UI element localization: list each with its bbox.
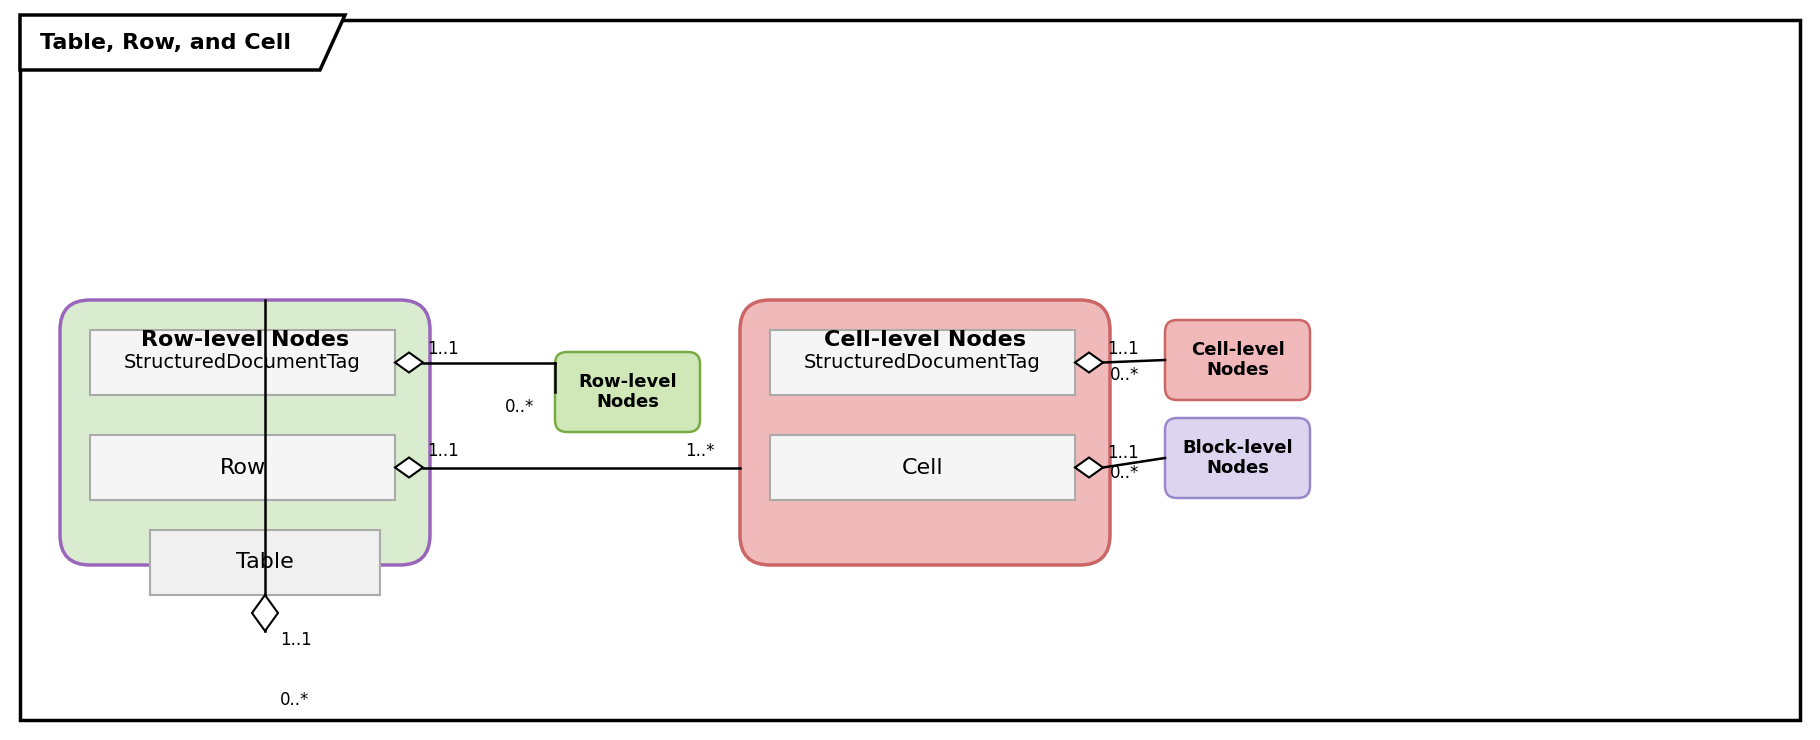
FancyBboxPatch shape <box>60 300 430 565</box>
Text: Cell-level
Nodes: Cell-level Nodes <box>1190 340 1285 380</box>
FancyBboxPatch shape <box>555 352 701 432</box>
FancyBboxPatch shape <box>770 435 1076 500</box>
Polygon shape <box>20 15 346 70</box>
Text: Row: Row <box>220 457 266 477</box>
Text: 0..*: 0..* <box>1110 464 1139 482</box>
Text: Cell: Cell <box>901 457 943 477</box>
FancyBboxPatch shape <box>1165 320 1310 400</box>
Text: StructuredDocumentTag: StructuredDocumentTag <box>124 353 360 372</box>
Polygon shape <box>395 457 422 477</box>
FancyBboxPatch shape <box>89 330 395 395</box>
Text: 0..*: 0..* <box>280 691 309 709</box>
Polygon shape <box>395 352 422 372</box>
Text: Row-level Nodes: Row-level Nodes <box>140 330 349 350</box>
Text: 1..1: 1..1 <box>1107 445 1139 462</box>
FancyBboxPatch shape <box>770 330 1076 395</box>
FancyBboxPatch shape <box>741 300 1110 565</box>
Text: 1..1: 1..1 <box>1107 340 1139 357</box>
Text: Row-level
Nodes: Row-level Nodes <box>579 373 677 411</box>
Polygon shape <box>1076 352 1103 372</box>
Text: 0..*: 0..* <box>504 398 535 416</box>
Text: 1..1: 1..1 <box>428 340 459 357</box>
FancyBboxPatch shape <box>20 20 1800 720</box>
Polygon shape <box>1076 457 1103 477</box>
Text: 0..*: 0..* <box>1110 366 1139 384</box>
Text: Table: Table <box>237 553 293 573</box>
Text: Block-level
Nodes: Block-level Nodes <box>1183 439 1292 477</box>
FancyBboxPatch shape <box>149 530 380 595</box>
Text: Table, Row, and Cell: Table, Row, and Cell <box>40 33 291 53</box>
Text: StructuredDocumentTag: StructuredDocumentTag <box>804 353 1041 372</box>
Text: 1..*: 1..* <box>684 443 715 460</box>
Text: 1..1: 1..1 <box>280 631 311 649</box>
Polygon shape <box>251 595 278 631</box>
Text: Cell-level Nodes: Cell-level Nodes <box>824 330 1026 350</box>
FancyBboxPatch shape <box>1165 418 1310 498</box>
Text: 1..1: 1..1 <box>428 443 459 460</box>
FancyBboxPatch shape <box>89 435 395 500</box>
